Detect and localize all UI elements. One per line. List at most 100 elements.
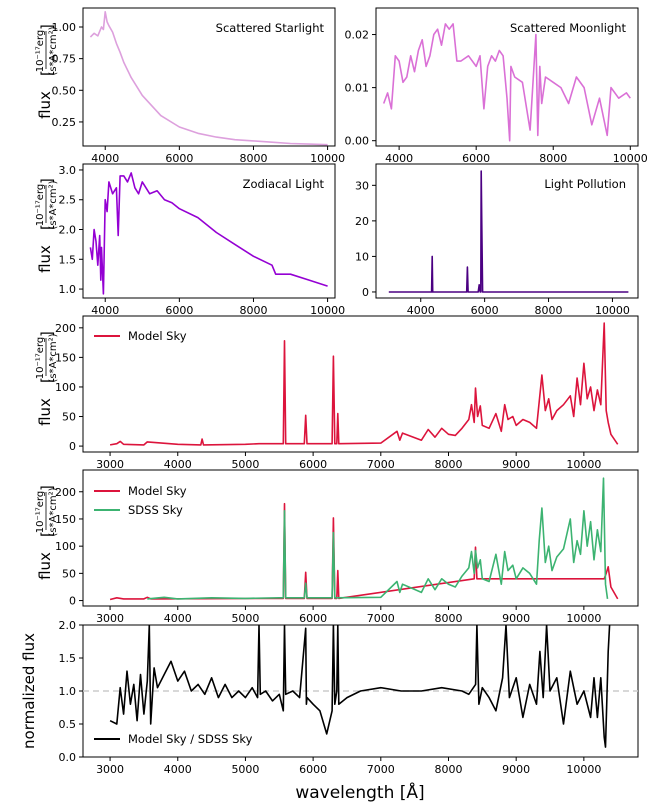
zodiacal-title: Zodiacal Light xyxy=(243,177,325,191)
ratio-ylabel: normalized flux xyxy=(20,633,38,749)
ylabel-row3-bracket-close: ] xyxy=(38,331,56,337)
comparison-xtick-label: 3000 xyxy=(96,612,124,625)
ratio-legend-label: Model Sky / SDSS Sky xyxy=(128,732,253,746)
modelsky-ytick-label: 200 xyxy=(55,322,76,335)
modelsky-xtick-label: 4000 xyxy=(164,458,192,471)
lightpollution-ytick-label: 30 xyxy=(355,179,369,192)
modelsky-ytick-label: 0 xyxy=(69,440,76,453)
comparison-ytick-label: 200 xyxy=(55,486,76,499)
ylabel-row1-bracket-close: ] xyxy=(38,24,56,30)
comparison-xtick-label: 6000 xyxy=(299,612,327,625)
lightpollution-xtick-label: 10000 xyxy=(595,304,630,317)
moonlight-xtick-label: 6000 xyxy=(462,152,490,165)
zodiacal-ytick-label: 1.5 xyxy=(59,253,77,266)
lightpollution-ytick-label: 0 xyxy=(362,286,369,299)
ratio-ytick-label: 0.5 xyxy=(59,718,77,731)
modelsky-legend-label: Model Sky xyxy=(128,329,187,343)
zodiacal-ytick-label: 3.0 xyxy=(59,164,77,177)
starlight-xtick-label: 4000 xyxy=(91,152,119,165)
ylabel-row3: flux [ 10⁻¹⁷erg (s*A*cm²) ] xyxy=(35,331,59,426)
ylabel-row1-unit-top: 10⁻¹⁷erg xyxy=(35,30,46,72)
moonlight-xtick-label: 4000 xyxy=(385,152,413,165)
zodiacal-ytick-label: 2.0 xyxy=(59,224,77,237)
modelsky-xtick-label: 10000 xyxy=(566,458,601,471)
modelsky-xtick-label: 8000 xyxy=(434,458,462,471)
modelsky-ytick-label: 150 xyxy=(55,351,76,364)
ylabel-row2-bracket-close: ] xyxy=(38,178,56,184)
moonlight-title: Scattered Moonlight xyxy=(510,21,627,35)
moonlight-series-scattered-moonlight-line xyxy=(382,23,631,142)
lightpollution-plot-frame xyxy=(375,163,639,299)
lightpollution-title: Light Pollution xyxy=(544,177,626,191)
ratio-xtick-label: 5000 xyxy=(231,763,259,776)
starlight-title: Scattered Starlight xyxy=(216,21,325,35)
zodiacal-xtick-label: 4000 xyxy=(91,304,119,317)
lightpollution-xtick-label: 8000 xyxy=(535,304,563,317)
ylabel-row1: flux [ 10⁻¹⁷erg (s*A*cm²) ] xyxy=(35,24,59,119)
modelsky-series-model-sky-line xyxy=(109,322,619,446)
modelsky-ytick-label: 100 xyxy=(55,381,76,394)
ratio-xtick-label: 9000 xyxy=(502,763,530,776)
starlight-ytick-label: 0.25 xyxy=(52,116,77,129)
modelsky-plot-frame xyxy=(82,315,639,453)
ratio-xtick-label: 3000 xyxy=(96,763,124,776)
starlight-plot-frame xyxy=(82,7,336,147)
ylabel-row4: flux [ 10⁻¹⁷erg (s*A*cm²) ] xyxy=(35,485,59,580)
modelsky-xtick-label: 7000 xyxy=(367,458,395,471)
ylabel-row1-unit-bottom: (s*A*cm²) xyxy=(48,26,59,75)
zodiacal-ytick-label: 1.0 xyxy=(59,283,77,296)
ylabel-row3-unit-top: 10⁻¹⁷erg xyxy=(35,337,46,379)
comparison-xtick-label: 4000 xyxy=(164,612,192,625)
ylabel-row2-bracket-open: [ xyxy=(38,224,56,230)
moonlight-xtick-label: 8000 xyxy=(539,152,567,165)
ylabel-row3-unit-bottom: (s*A*cm²) xyxy=(48,333,59,382)
modelsky-xtick-label: 6000 xyxy=(299,458,327,471)
ratio-legend: Model Sky / SDSS Sky xyxy=(94,732,253,746)
ratio-ytick-label: 0.0 xyxy=(59,751,77,764)
ratio-xtick-label: 7000 xyxy=(367,763,395,776)
zodiacal-plot-frame xyxy=(82,163,336,299)
lightpollution-ytick-label: 10 xyxy=(355,250,369,263)
ylabel-row2: flux [ 10⁻¹⁷erg (s*A*cm²) ] xyxy=(35,178,59,273)
comparison-xtick-label: 8000 xyxy=(434,612,462,625)
ratio-xtick-label: 8000 xyxy=(434,763,462,776)
ylabel-row2-unit-top: 10⁻¹⁷erg xyxy=(35,184,46,226)
starlight-xtick-label: 10000 xyxy=(310,152,345,165)
ylabel-row4-bracket-open: [ xyxy=(38,531,56,537)
comparison-ytick-label: 0 xyxy=(69,595,76,608)
modelsky-legend: Model Sky xyxy=(94,329,187,343)
modelsky-xtick-label: 3000 xyxy=(96,458,124,471)
moonlight-ytick-label: 0.02 xyxy=(345,29,370,42)
lightpollution-ytick-label: 20 xyxy=(355,215,369,228)
moonlight-xtick-label: 10000 xyxy=(613,152,648,165)
modelsky-xtick-label: 5000 xyxy=(231,458,259,471)
moonlight-ytick-label: 0.01 xyxy=(345,82,370,95)
ylabel-row3-bracket-open: [ xyxy=(38,377,56,383)
comparison-xtick-label: 7000 xyxy=(367,612,395,625)
ratio-xtick-label: 4000 xyxy=(164,763,192,776)
ratio-series-model-sky-sdss-sky-line xyxy=(109,625,611,748)
comparison-xtick-label: 10000 xyxy=(566,612,601,625)
comparison-ytick-label: 100 xyxy=(55,540,76,553)
ratio-xtick-label: 6000 xyxy=(299,763,327,776)
x-axis-label: wavelength [Å] xyxy=(295,781,424,803)
zodiacal-series-zodiacal-light-line xyxy=(89,172,328,295)
starlight-ytick-label: 0.50 xyxy=(52,84,77,97)
ylabel-row4-unit-bottom: (s*A*cm²) xyxy=(48,487,59,536)
comparison-ytick-label: 150 xyxy=(55,513,76,526)
ylabel-row3-flux: flux xyxy=(36,398,54,426)
comparison-ytick-label: 50 xyxy=(62,567,76,580)
ylabel-row2-unit-bottom: (s*A*cm²) xyxy=(48,180,59,229)
moonlight-ytick-label: 0.00 xyxy=(345,135,370,148)
ylabel-row1-flux: flux xyxy=(36,91,54,119)
comparison-legend-model-label: Model Sky xyxy=(128,484,187,498)
comparison-plot-frame xyxy=(82,469,639,607)
lightpollution-xtick-label: 4000 xyxy=(407,304,435,317)
ylabel-row1-bracket-open: [ xyxy=(38,70,56,76)
starlight-xtick-label: 6000 xyxy=(165,152,193,165)
comparison-legend: Model Sky SDSS Sky xyxy=(94,484,187,517)
starlight-series-scattered-starlight-line xyxy=(89,11,328,146)
ratio-xtick-label: 10000 xyxy=(566,763,601,776)
ylabel-row2-flux: flux xyxy=(36,245,54,273)
